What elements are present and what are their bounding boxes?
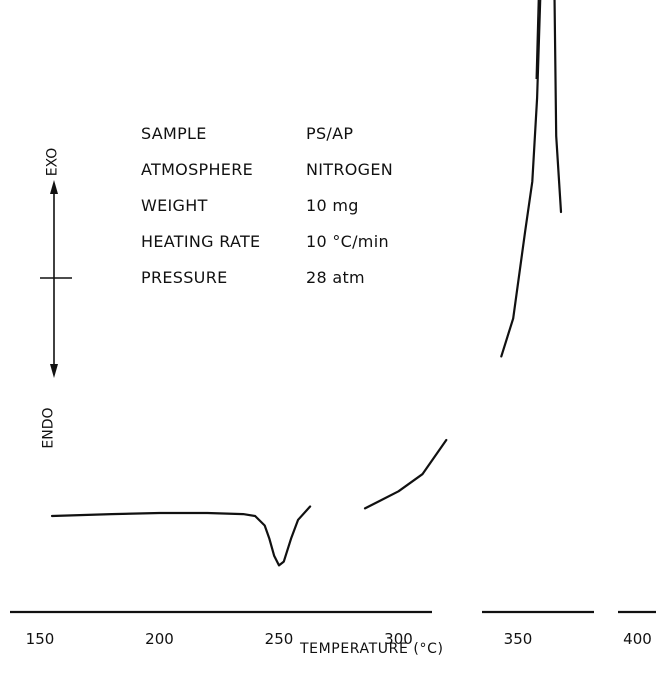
x-tick-label: 250 — [264, 630, 294, 648]
curve-segment — [50, 505, 312, 567]
x-tick-label: 150 — [25, 630, 55, 648]
condition-value: 10 °C/min — [306, 232, 389, 251]
condition-value: 28 atm — [306, 268, 365, 287]
curve-segment — [500, 0, 563, 358]
x-tick-label: 300 — [384, 630, 413, 648]
dsc-curve — [50, 0, 563, 567]
x-tick-label: 350 — [503, 630, 533, 648]
condition-value: 10 mg — [306, 196, 359, 215]
condition-name: HEATING RATE — [141, 232, 261, 251]
condition-name: PRESSURE — [141, 268, 228, 287]
condition-name: ATMOSPHERE — [141, 160, 254, 179]
condition-name: WEIGHT — [141, 196, 208, 215]
exo-label: EXO — [44, 147, 61, 177]
condition-name: SAMPLE — [141, 124, 207, 143]
arrow-head-up — [50, 180, 58, 194]
curve-segment — [363, 438, 448, 510]
x-axis-label: TEMPERATURE (°C) — [300, 641, 444, 657]
condition-value: PS/AP — [306, 124, 354, 143]
exo-endo-arrow — [40, 180, 72, 378]
x-tick-label: 400 — [623, 630, 652, 648]
endo-label: ENDO — [40, 407, 57, 449]
arrow-head-down — [50, 364, 58, 378]
x-tick-label: 200 — [145, 630, 174, 648]
condition-value: NITROGEN — [306, 160, 394, 179]
